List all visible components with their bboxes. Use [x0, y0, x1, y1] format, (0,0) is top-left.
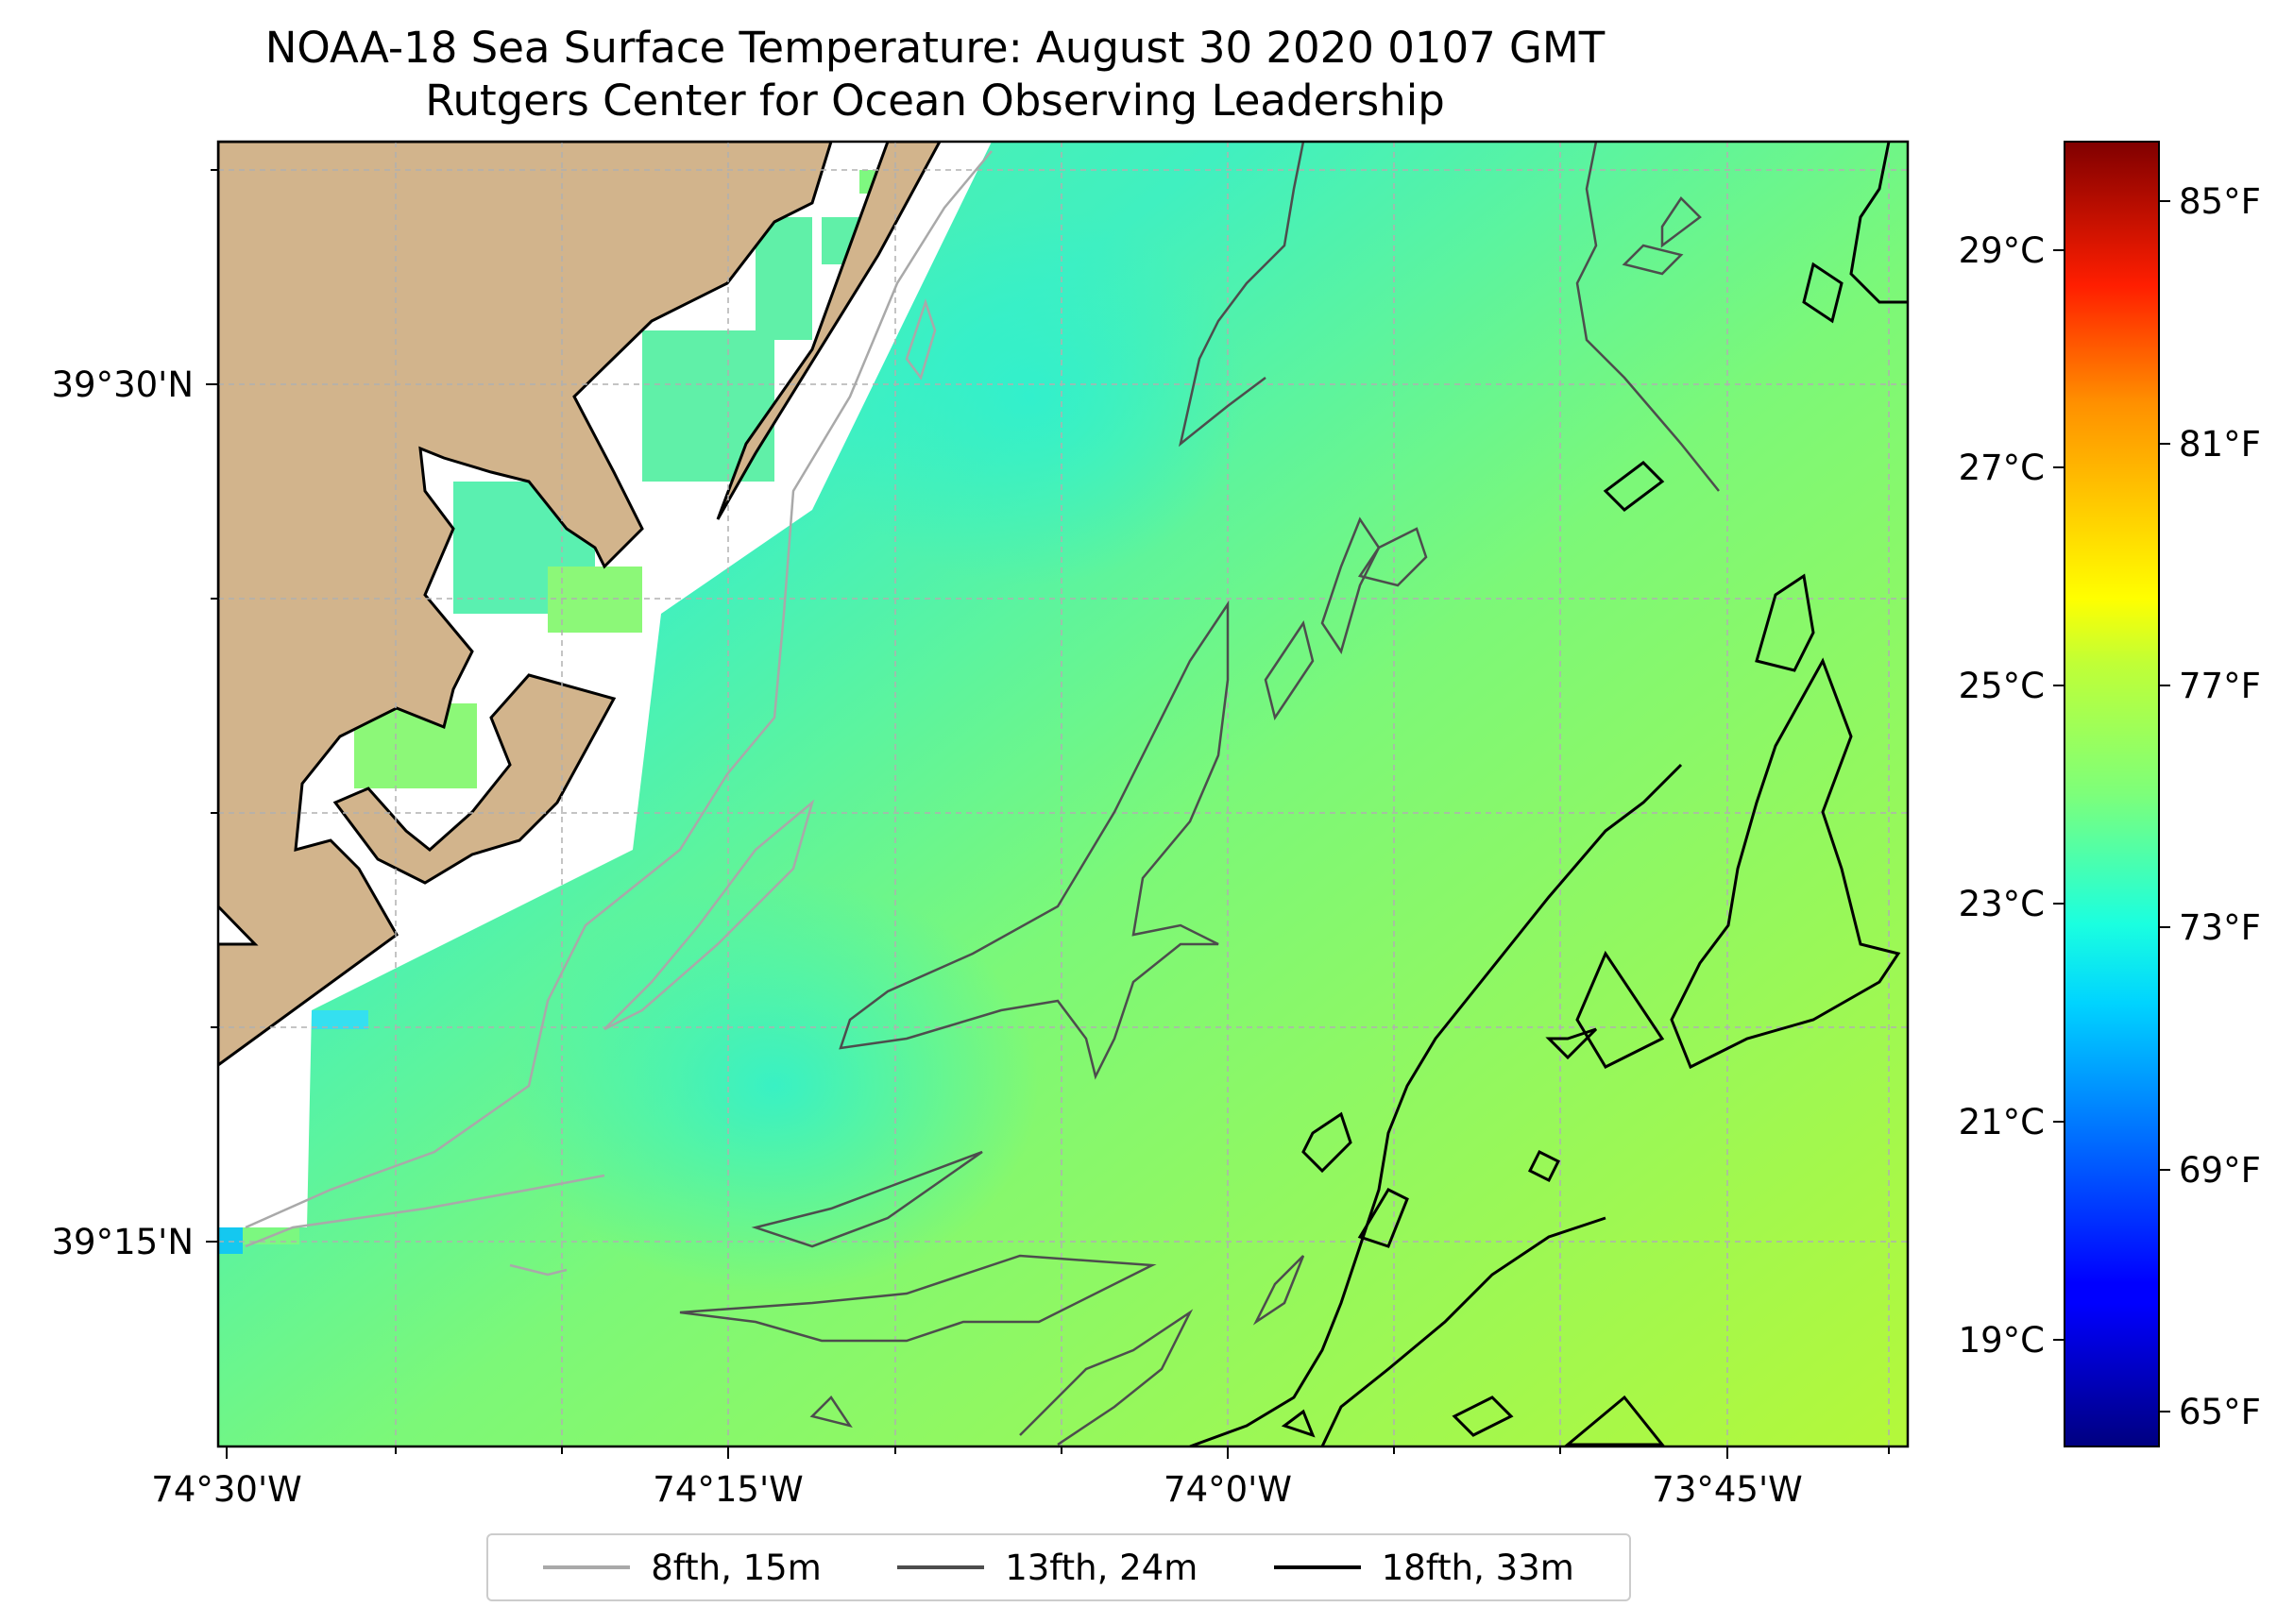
- colorbar-fahrenheit-label: 69°F: [2179, 1150, 2261, 1191]
- legend-label-8fth: 8fth, 15m: [651, 1547, 822, 1588]
- legend-entry-18fth: 18fth, 33m: [1273, 1547, 1574, 1588]
- colorbar-celsius-label: 19°C: [1959, 1320, 2045, 1361]
- lon-label-74-0w: 74°0'W: [1164, 1469, 1292, 1510]
- colorbar-celsius-label: 29°C: [1959, 230, 2045, 271]
- land-barrier-island: [716, 142, 942, 520]
- isobath-legend: 8fth, 15m 13fth, 24m 18fth, 33m: [486, 1533, 1631, 1601]
- colorbar-fahrenheit-label: 73°F: [2179, 907, 2261, 948]
- lat-label-39-30n: 39°30'N: [51, 364, 194, 405]
- latitude-tick-labels: 39°30'N 39°15'N: [51, 364, 194, 1262]
- lon-label-74-15w: 74°15'W: [653, 1469, 803, 1510]
- lat-label-39-15n: 39°15'N: [51, 1222, 194, 1262]
- colorbar-gradient: [2064, 141, 2160, 1447]
- legend-label-18fth: 18fth, 33m: [1381, 1547, 1574, 1588]
- legend-swatch-18fth: [1273, 1565, 1361, 1569]
- legend-entry-13fth: 13fth, 24m: [897, 1548, 1198, 1588]
- legend-swatch-13fth: [897, 1565, 985, 1569]
- land-peninsula: [332, 673, 617, 885]
- lon-label-74-30w: 74°30'W: [151, 1469, 301, 1510]
- legend-label-13fth: 13fth, 24m: [1005, 1547, 1198, 1588]
- colorbar-fahrenheit-label: 85°F: [2179, 181, 2261, 222]
- colorbar-celsius-label: 23°C: [1959, 884, 2045, 924]
- colorbar: 29°C 27°C 25°C 23°C 21°C 19°C 85°F 81°F …: [1959, 141, 2261, 1447]
- isobath-8fth: [245, 150, 993, 1277]
- grid-lines: [218, 142, 1908, 1446]
- longitude-tick-labels: 74°30'W 74°15'W 74°0'W 73°45'W: [151, 1469, 1802, 1510]
- legend-swatch-8fth: [543, 1565, 631, 1569]
- cool-water-patch: [812, 208, 1247, 585]
- colorbar-celsius-label: 21°C: [1959, 1102, 2045, 1142]
- colorbar-fahrenheit-label: 65°F: [2179, 1392, 2261, 1432]
- isobath-18fth: [1189, 142, 1908, 1446]
- colorbar-fahrenheit-label: 77°F: [2179, 666, 2261, 706]
- map-title: NOAA-18 Sea Surface Temperature: August …: [264, 23, 1606, 73]
- isobath-13fth: [679, 142, 1720, 1446]
- colorbar-celsius-label: 25°C: [1959, 666, 2045, 706]
- map-frame: [216, 140, 1910, 1448]
- land-mass-north: [218, 142, 833, 1067]
- map-subtitle: Rutgers Center for Ocean Observing Leade…: [425, 76, 1445, 126]
- legend-entry-8fth: 8fth, 15m: [543, 1548, 822, 1588]
- axis-ticks: [206, 169, 1890, 1459]
- lon-label-73-45w: 73°45'W: [1652, 1469, 1802, 1510]
- map-area: [218, 142, 1908, 1446]
- cool-water-patch: [510, 878, 1039, 1294]
- colorbar-celsius-label: 27°C: [1959, 448, 2045, 488]
- colorbar-fahrenheit-label: 81°F: [2179, 424, 2261, 465]
